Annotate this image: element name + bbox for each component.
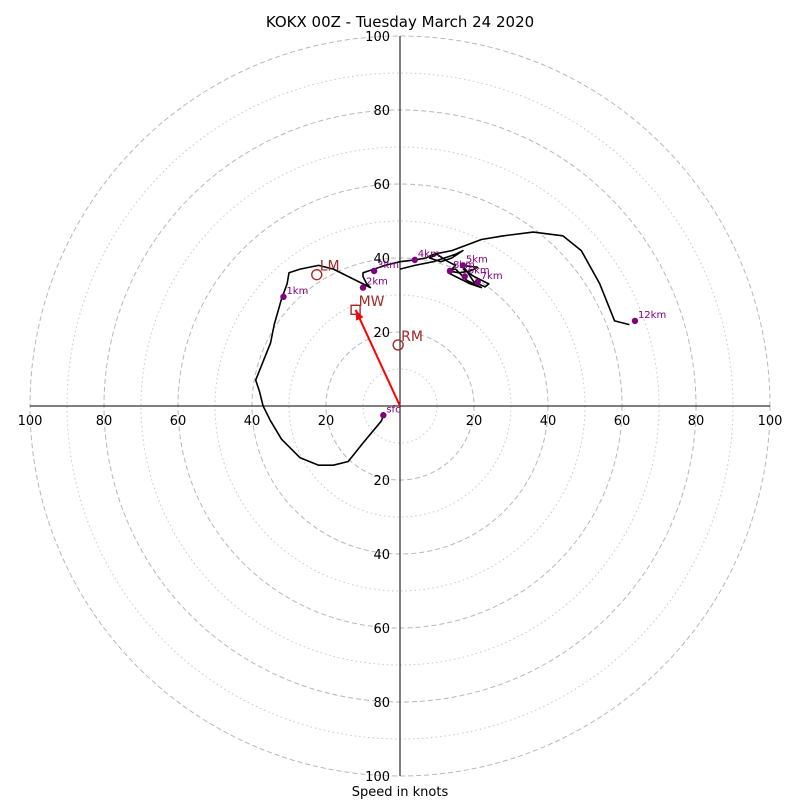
x-tick-label: 60 (170, 414, 187, 429)
x-axis-label: Speed in knots (352, 785, 449, 800)
storm-motion-label-mw: MW (359, 294, 385, 310)
x-tick-label: 40 (244, 414, 261, 429)
height-point-4km (411, 256, 418, 264)
storm-motion-group: LM MW RM (311, 259, 423, 351)
y-tick-label: 20 (373, 326, 390, 341)
storm-motion-marker-rm (392, 339, 404, 351)
storm-motion-marker-mw (350, 304, 361, 315)
height-label-8km: 8km (453, 260, 475, 271)
height-point-7km (474, 278, 481, 286)
x-tick-label: 60 (614, 414, 631, 429)
height-label-4km: 4km (418, 249, 440, 260)
y-tick-label: 100 (365, 770, 390, 785)
height-point-12km (631, 317, 639, 325)
height-point-3km (370, 267, 378, 275)
chart-title: KOKX 00Z - Tuesday March 24 2020 (266, 13, 534, 31)
y-tick-label: 80 (373, 696, 390, 711)
y-tick-label: 80 (373, 104, 390, 119)
y-tick-label: 100 (365, 30, 390, 45)
mean-wind-arrowhead (355, 309, 364, 321)
y-tick-label: 60 (373, 178, 390, 193)
height-point-sfc (380, 412, 387, 419)
height-label-3km: 3km (377, 260, 399, 271)
height-label-7km: 7km (481, 271, 503, 282)
x-tick-label: 20 (318, 414, 335, 429)
height-label-6km: 6km (468, 266, 490, 277)
height-point-6km (461, 273, 468, 280)
x-tick-label: 20 (466, 414, 483, 429)
y-tick-label: 20 (373, 474, 390, 489)
y-tick-label: 40 (373, 252, 390, 267)
hodograph-trace (254, 231, 630, 467)
height-point-8km (446, 267, 454, 275)
mean-wind-vector-group (354, 309, 401, 407)
x-tick-label: 40 (540, 414, 557, 429)
hodograph-trace-group (254, 231, 630, 467)
height-label-12km: 12km (638, 310, 666, 321)
y-tick-label: 60 (373, 622, 390, 637)
x-tick-label: 80 (96, 414, 113, 429)
x-tick-label: 80 (688, 414, 705, 429)
storm-motion-label-lm: LM (320, 259, 340, 275)
hodograph-trace-upper (399, 249, 490, 289)
storm-motion-label-rm: RM (401, 329, 423, 345)
tick-labels: 100 80 60 40 20 20 40 60 80 100 100 80 60 40 20 20 40 60 8… (18, 30, 783, 785)
height-point-2km (359, 284, 367, 291)
x-tick-label: 100 (758, 414, 783, 429)
height-point-1km (280, 293, 287, 301)
x-tick-label: 100 (18, 414, 43, 429)
height-label-1km: 1km (286, 286, 308, 297)
storm-motion-marker-lm (311, 268, 323, 281)
y-tick-label: 40 (373, 548, 390, 563)
height-point-5km (459, 262, 467, 269)
height-label-sfc: sfc (386, 404, 400, 415)
height-label-5km: 5km (466, 254, 488, 265)
height-label-2km: 2km (366, 277, 388, 288)
mean-wind-vector (354, 309, 401, 407)
